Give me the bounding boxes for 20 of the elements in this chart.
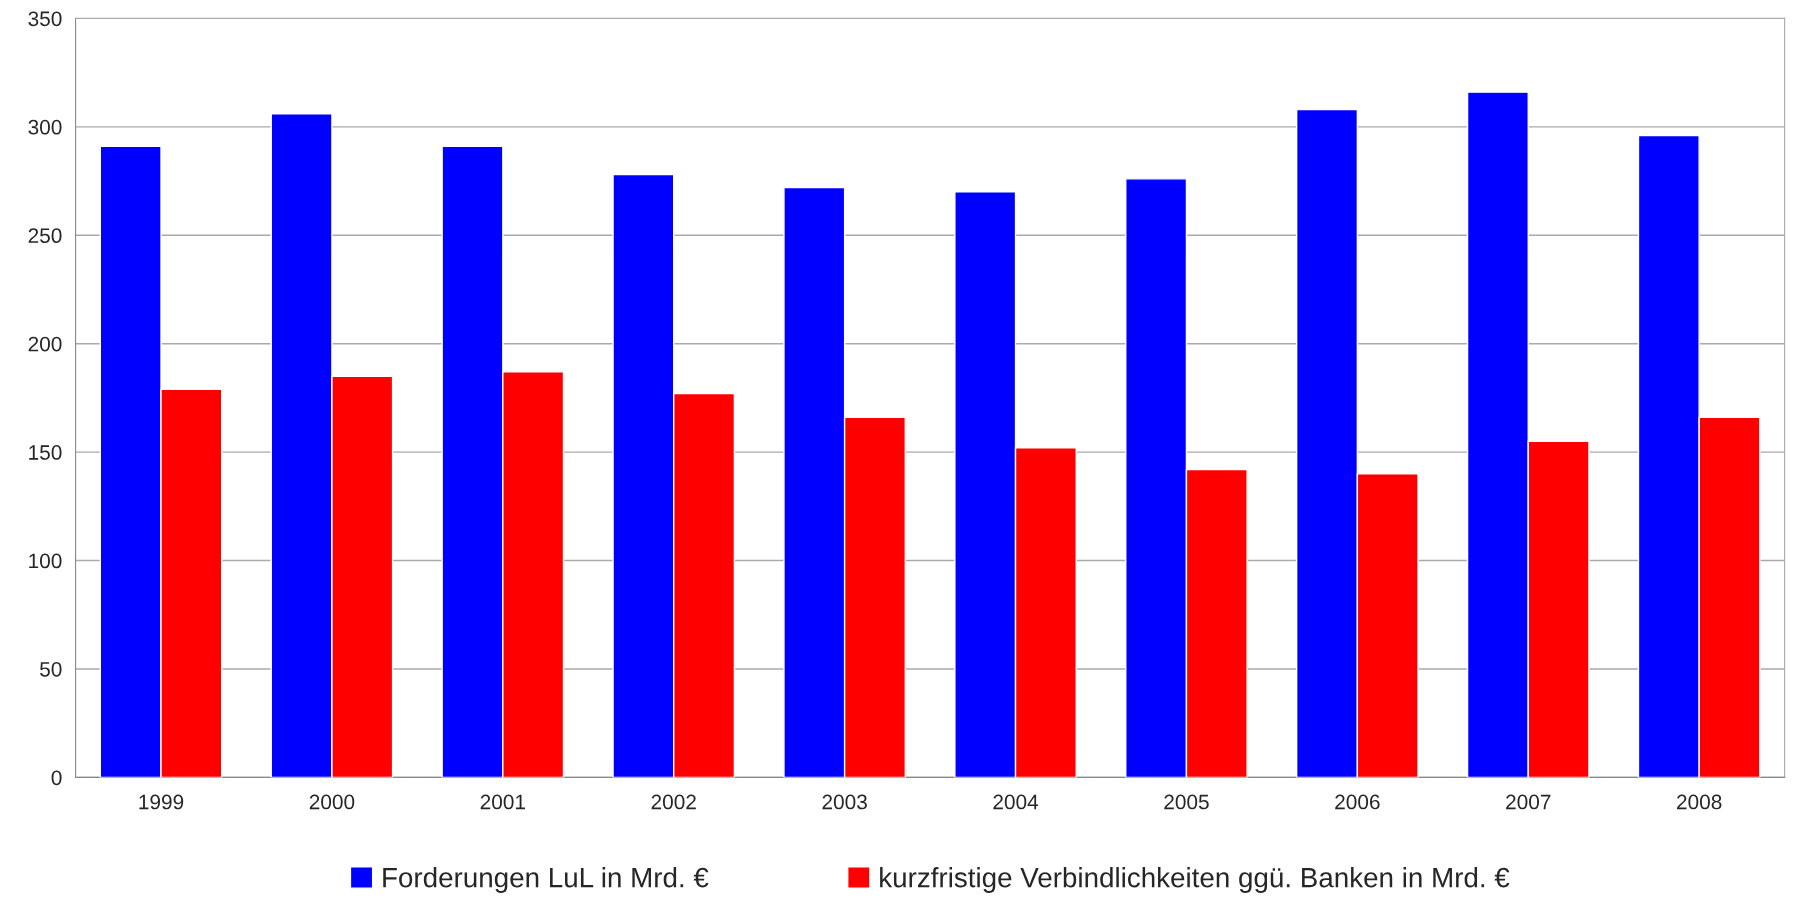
x-tick-label: 2008 — [1677, 794, 1722, 810]
x-tick-label: 2004 — [993, 794, 1039, 810]
x-tick-label: 2001 — [480, 794, 525, 810]
y-tick-label: 350 — [28, 11, 62, 27]
x-tick-label: 2007 — [1506, 794, 1551, 810]
y-tick-label: 0 — [51, 770, 62, 786]
x-tick-label: 1999 — [139, 794, 184, 810]
y-tick-label: 50 — [40, 661, 62, 677]
y-tick-label: 300 — [28, 119, 62, 135]
x-tick-label: 2003 — [822, 794, 867, 810]
x-tick-label: 2002 — [651, 794, 696, 810]
x-tick-label: 2000 — [309, 794, 355, 810]
x-tick-label: 2005 — [1164, 794, 1209, 810]
y-tick-label: 200 — [28, 336, 62, 352]
y-tick-label: 150 — [29, 445, 62, 460]
legend-label: kurzfristige Verbindlichkeiten ggü. Banken in Mrd. € — [880, 867, 1510, 893]
x-tick-label: 2006 — [1335, 794, 1380, 810]
legend-label: Forderungen LuL in Mrd. € — [383, 867, 709, 893]
y-tick-label: 100 — [29, 553, 62, 569]
y-tick-label: 250 — [28, 228, 62, 244]
